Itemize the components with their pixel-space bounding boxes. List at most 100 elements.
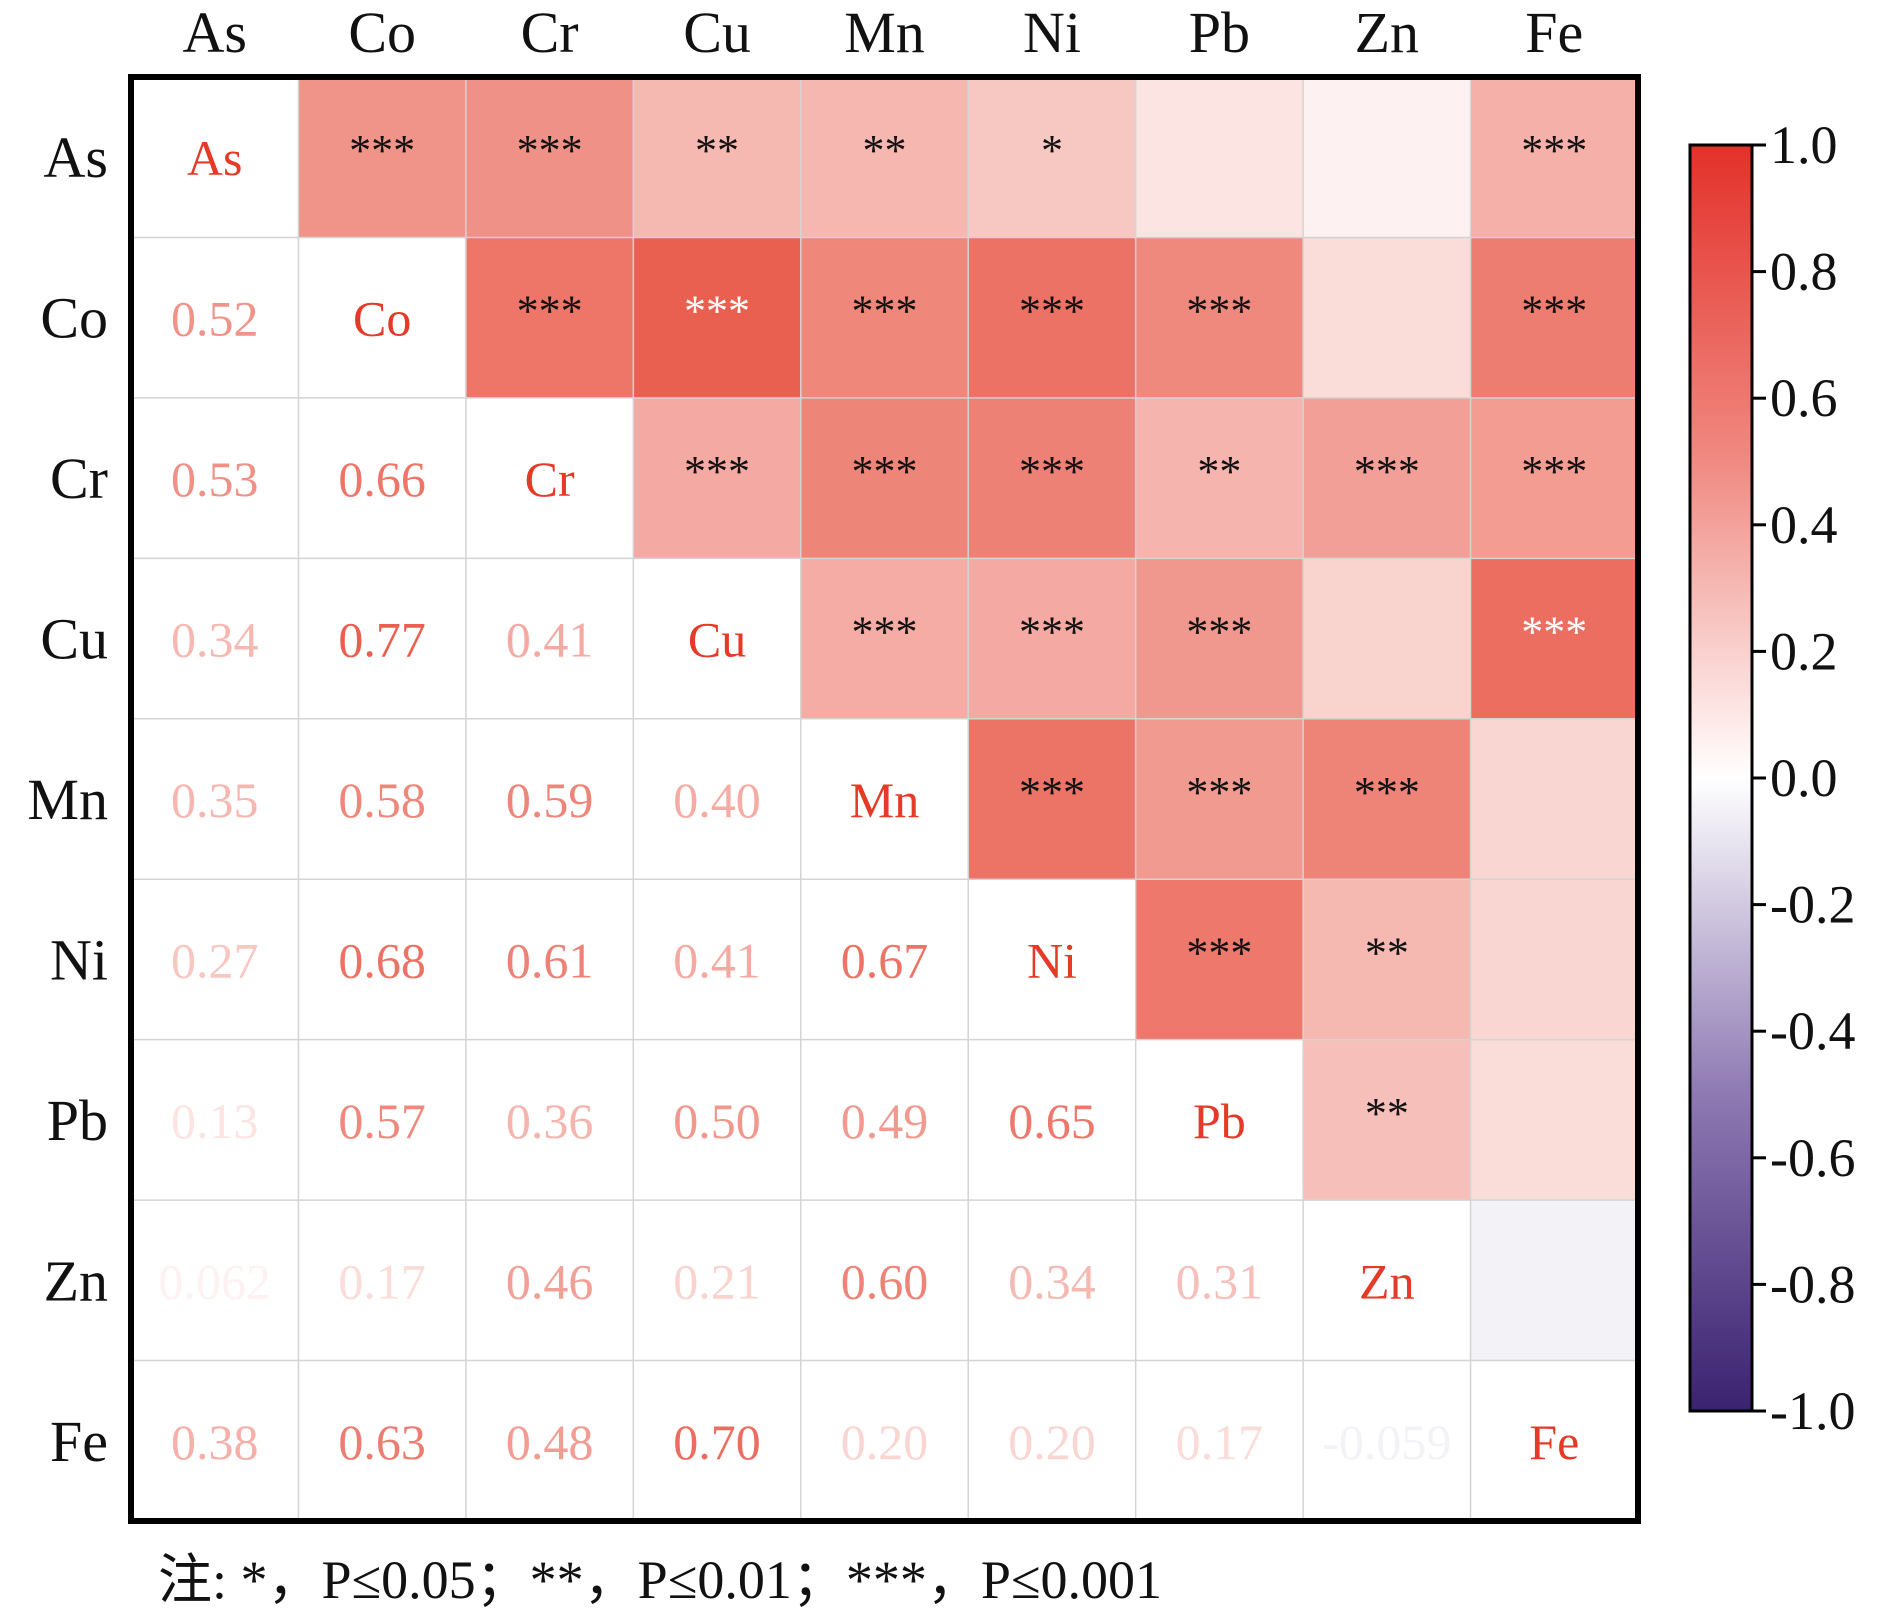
heatmap-cell xyxy=(131,237,299,398)
heatmap-cell xyxy=(968,237,1136,398)
heatmap-cell xyxy=(298,77,466,238)
heatmap-cell xyxy=(968,1360,1136,1521)
diagonal-label: Zn xyxy=(1359,1253,1415,1309)
heatmap-cell xyxy=(633,1039,801,1201)
correlation-value: 0.31 xyxy=(1176,1253,1264,1309)
heatmap-cell xyxy=(1303,237,1471,398)
correlation-value: 0.17 xyxy=(1176,1414,1264,1470)
heatmap-cell xyxy=(800,77,969,238)
heatmap-cell xyxy=(633,397,801,559)
heatmap-cell xyxy=(968,1200,1136,1361)
significance-marker: *** xyxy=(852,447,918,496)
diagonal-label: Cr xyxy=(525,451,575,507)
heatmap-cell xyxy=(968,879,1136,1040)
heatmap-cell xyxy=(298,1360,466,1521)
correlation-value: 0.34 xyxy=(1008,1253,1096,1309)
significance-marker: *** xyxy=(1521,608,1587,657)
significance-marker: *** xyxy=(1521,447,1587,496)
heatmap-cell xyxy=(1470,1039,1638,1201)
colorbar-tick-label: -0.6 xyxy=(1770,1128,1855,1188)
heatmap-cell xyxy=(1470,237,1638,398)
column-label: Pb xyxy=(1189,0,1250,65)
correlation-value: 0.70 xyxy=(673,1414,761,1470)
heatmap-cell xyxy=(131,718,299,880)
heatmap-cell xyxy=(633,77,801,238)
heatmap-cell xyxy=(131,1200,299,1361)
correlation-value: 0.63 xyxy=(338,1414,426,1470)
heatmap-cell xyxy=(633,718,801,880)
column-label: Mn xyxy=(844,0,925,65)
correlation-value: 0.34 xyxy=(171,612,259,668)
significance-marker: *** xyxy=(1186,287,1252,336)
diagonal-label: Ni xyxy=(1027,932,1077,988)
colorbar-tick-label: -0.8 xyxy=(1770,1254,1855,1314)
row-label: Cr xyxy=(50,446,108,511)
row-label: Pb xyxy=(47,1088,108,1153)
colorbar-tick-label: -1.0 xyxy=(1770,1381,1855,1441)
significance-marker: *** xyxy=(517,126,583,175)
heatmap-cell xyxy=(298,1039,466,1201)
heatmap-cell xyxy=(1303,1039,1471,1201)
heatmap-cell xyxy=(465,879,634,1040)
heatmap-cell xyxy=(465,77,634,238)
column-label: Co xyxy=(348,0,416,65)
column-label: As xyxy=(182,0,246,65)
colorbar-tick-label: 0.0 xyxy=(1770,748,1838,808)
significance-marker: *** xyxy=(517,287,583,336)
heatmap-cell xyxy=(1470,879,1638,1040)
row-label: Zn xyxy=(44,1248,108,1313)
heatmap-cell xyxy=(800,1039,969,1201)
significance-marker: *** xyxy=(684,447,750,496)
heatmap-cell xyxy=(1303,1360,1471,1521)
correlation-value: 0.38 xyxy=(171,1414,259,1470)
column-label: Zn xyxy=(1355,0,1419,65)
correlation-value: 0.52 xyxy=(171,291,259,347)
significance-marker: *** xyxy=(1019,608,1085,657)
row-labels: As Co Cr Cu Mn Ni Pb Zn Fe xyxy=(27,125,108,1474)
correlation-value: 0.41 xyxy=(506,612,594,668)
correlation-value: 0.49 xyxy=(841,1093,929,1149)
heatmap-cell xyxy=(633,879,801,1040)
heatmap-cell xyxy=(465,1200,634,1361)
row-label: Ni xyxy=(50,927,108,992)
colorbar-tick-label: 1.0 xyxy=(1770,115,1838,175)
heatmap-cells xyxy=(131,77,1638,1521)
correlation-value: 0.20 xyxy=(1008,1414,1096,1470)
heatmap-cell xyxy=(1303,397,1471,559)
correlation-value: 0.062 xyxy=(158,1253,271,1309)
correlation-value: 0.46 xyxy=(506,1253,594,1309)
heatmap-cell xyxy=(298,237,466,398)
heatmap-cell xyxy=(800,237,969,398)
diagonal-label: Pb xyxy=(1193,1093,1246,1149)
heatmap-cell xyxy=(1470,77,1638,238)
significance-marker: *** xyxy=(349,126,415,175)
significance-marker: ** xyxy=(1365,928,1409,977)
significance-marker: ** xyxy=(863,126,907,175)
heatmap-cell xyxy=(1470,558,1638,719)
row-label: As xyxy=(44,125,108,190)
heatmap-cell xyxy=(465,718,634,880)
heatmap-cell xyxy=(800,718,969,880)
heatmap-cell xyxy=(1470,397,1638,559)
significance-marker: *** xyxy=(1019,447,1085,496)
heatmap-cell xyxy=(131,77,299,238)
correlation-value: 0.48 xyxy=(506,1414,594,1470)
heatmap-frame xyxy=(128,74,1641,1524)
heatmap-cell xyxy=(1135,879,1304,1040)
heatmap-cell xyxy=(1135,397,1304,559)
heatmap-cell xyxy=(1135,1039,1304,1201)
significance-marker: * xyxy=(1041,126,1063,175)
heatmap-cell xyxy=(1135,718,1304,880)
heatmap-cell xyxy=(298,558,466,719)
heatmap-cell xyxy=(968,558,1136,719)
heatmap-cell xyxy=(633,1200,801,1361)
heatmap-cell xyxy=(131,558,299,719)
colorbar-tick-label: -0.4 xyxy=(1770,1001,1855,1061)
significance-marker: *** xyxy=(1186,928,1252,977)
heatmap-cell xyxy=(633,558,801,719)
heatmap-cell xyxy=(465,558,634,719)
correlation-value: 0.59 xyxy=(506,772,594,828)
column-label: Ni xyxy=(1023,0,1081,65)
heatmap-cell xyxy=(968,1039,1136,1201)
heatmap-cell xyxy=(800,558,969,719)
